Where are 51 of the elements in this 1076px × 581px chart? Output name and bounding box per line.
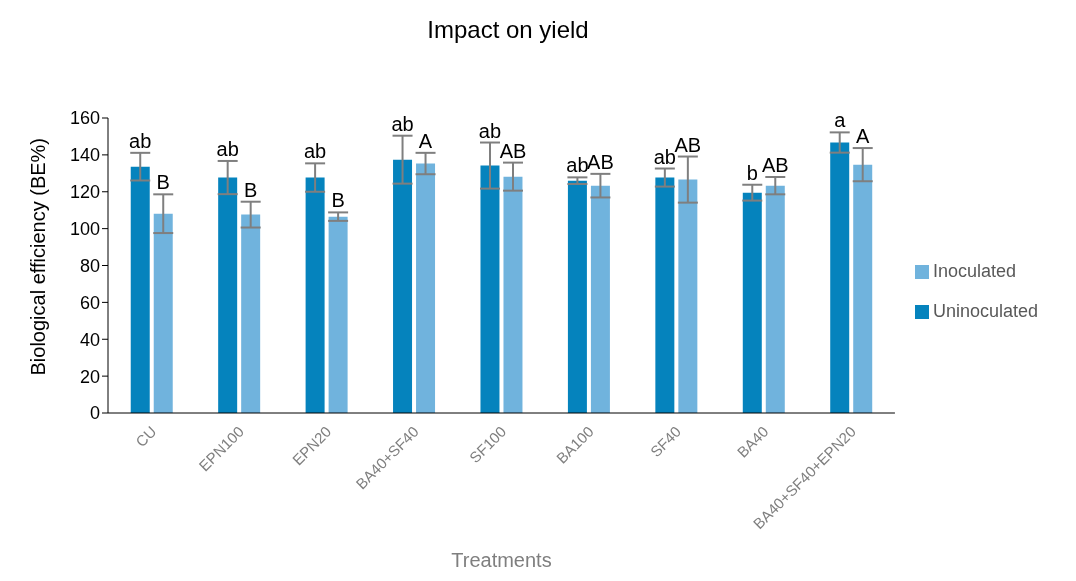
bar	[416, 163, 436, 413]
bar	[830, 142, 850, 413]
data-label: ab	[478, 119, 502, 142]
data-label: AB	[674, 133, 702, 156]
y-tick-label: 80	[79, 255, 100, 276]
data-label: B	[156, 171, 170, 194]
data-label: B	[331, 189, 345, 212]
y-tick-label: 160	[69, 108, 100, 129]
bar	[130, 166, 150, 413]
y-tick-label: 120	[69, 182, 100, 203]
bar	[218, 177, 238, 413]
bar	[853, 164, 873, 413]
data-label: ab	[303, 140, 327, 163]
data-label: ab	[566, 154, 589, 177]
data-label: ab	[129, 129, 152, 152]
y-tick-label: 140	[69, 145, 100, 166]
x-tick-label: CU	[132, 422, 160, 451]
y-tick-label: 0	[89, 403, 100, 424]
data-label: ab	[653, 145, 676, 168]
data-label: b	[746, 161, 758, 184]
bar	[241, 214, 261, 413]
bar	[328, 216, 348, 413]
legend-label: Uninoculated	[932, 300, 1038, 321]
data-label: ab	[391, 112, 414, 135]
data-label: AB	[587, 150, 614, 173]
bar	[742, 192, 762, 413]
data-label: A	[418, 129, 433, 152]
bar	[655, 177, 675, 413]
data-label: AB	[499, 139, 527, 162]
data-label: A	[856, 125, 871, 148]
y-tick-label: 40	[79, 329, 100, 350]
y-axis-title: Biological efficiency (BE%)	[27, 137, 50, 376]
chart-title: Impact on yield	[426, 16, 590, 44]
y-tick-label: 100	[69, 219, 100, 240]
y-tick-label: 60	[79, 292, 100, 313]
data-label: B	[244, 178, 258, 201]
x-axis-title: Treatments	[451, 549, 552, 571]
bar	[305, 177, 325, 413]
bar	[153, 213, 173, 413]
bar	[678, 179, 698, 413]
data-label: ab	[216, 137, 239, 160]
bar	[480, 165, 500, 413]
bar	[765, 185, 785, 413]
bar	[503, 176, 523, 413]
bar	[567, 180, 587, 413]
data-label: a	[834, 109, 847, 132]
y-tick-label: 20	[79, 366, 100, 387]
bar	[590, 185, 610, 413]
bar	[393, 159, 413, 413]
legend-label: Inoculated	[932, 260, 1016, 281]
data-label: AB	[761, 154, 789, 176]
